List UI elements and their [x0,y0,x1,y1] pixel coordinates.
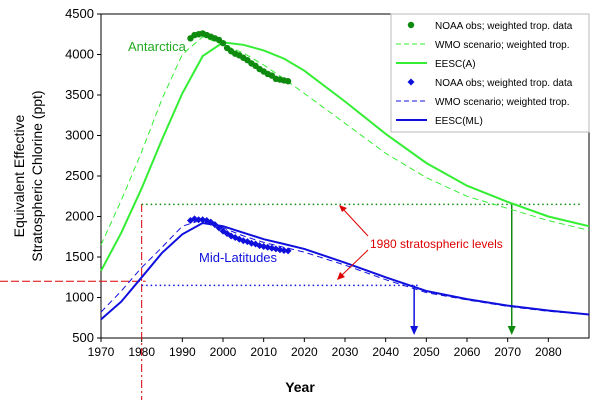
series-5-noaa-obs-weighted-trop-data-point-1994 [195,216,203,224]
y-tick-label-500: 500 [72,330,94,345]
series-0-eesc-a--line [100,41,590,272]
legend-item-1-label: WMO scenario; weighted trop. [435,40,570,51]
x-tick-label-2010: 2010 [250,345,277,359]
x-tick-label-1990: 1990 [169,345,196,359]
annotation-arrow-upper-head [339,205,347,212]
annotation-arrow-lower-shaft [340,249,369,277]
series-5-noaa-obs-weighted-trop-data-point-1999 [215,224,223,232]
axes-group: 500 1000 1500 2000 2500 3000 3500 4000 4500 1970 1… [11,6,590,395]
reference-lines-group [0,203,581,400]
y-tick-label-1000: 1000 [65,290,94,305]
x-tick-label-2060: 2060 [454,345,481,359]
x-axis-label: Year [285,379,315,395]
annotation-arrow-lower-head [337,272,345,280]
legend-group: NOAA obs; weighted trop. data WMO scenari… [390,13,590,133]
x-tick-label-2020: 2020 [291,345,318,359]
annotations-group: Antarctica Mid-Latitudes 1980 stratospheri… [128,39,503,280]
legend-item-4-label: WMO scenario; weighted trop. [435,97,570,108]
series-5-noaa-obs-weighted-trop-data-point-2015 [280,247,288,255]
series-3-eesc-ml--line [100,221,590,321]
annotation-antarctica: Antarctica [128,39,187,54]
y-tick-label-2000: 2000 [65,209,94,224]
x-tick-label-2030: 2030 [332,345,359,359]
legend-item-2-label: EESC(A) [435,59,476,70]
y-tick-label-1500: 1500 [65,249,94,264]
series-5-noaa-obs-weighted-trop-data-point-2016 [284,247,292,255]
series-2-noaa-obs-weighted-trop-data-point-2000 [219,39,227,47]
midlat-return-arrow-head [410,326,419,335]
annotation-arrow-upper-shaft [342,208,369,237]
x-tick-label-2050: 2050 [413,345,440,359]
legend-item-0-marker [407,21,415,29]
y-axis-label-line1: Equivalent Effective [11,114,27,237]
y-tick-label-2500: 2500 [65,168,94,183]
antarctic-return-arrow-head [507,326,516,335]
y-tick-label-4000: 4000 [65,47,94,62]
x-tick-label-2070: 2070 [494,345,521,359]
x-tick-label-2000: 2000 [210,345,237,359]
y-tick-label-3500: 3500 [65,87,94,102]
series-group [100,30,590,321]
series-1-wmo-scenario-weighted-trop--line [100,36,590,246]
x-tick-label-1970: 1970 [88,345,115,359]
series-5-noaa-obs-weighted-trop-data-point-1998 [211,221,219,229]
y-axis-label-line2: Stratospheric Chlorine (ppt) [29,90,45,261]
annotation-1980-levels: 1980 stratospheric levels [370,237,503,251]
legend-box [390,13,590,133]
annotation-midlatitudes: Mid-Latitudes [199,250,278,265]
y-tick-label-4500: 4500 [65,6,94,21]
legend-item-3-marker [407,78,415,86]
legend-item-5-label: EESC(ML) [435,116,483,127]
series-2-noaa-obs-weighted-trop-data-point-2016 [284,78,292,85]
legend-item-0-label: NOAA obs; weighted trop. data [435,21,573,32]
legend-item-3-label: NOAA obs; weighted trop. data [435,78,573,89]
series-4-wmo-scenario-weighted-trop--line [100,219,590,315]
x-tick-label-2080: 2080 [535,345,562,359]
x-tick-label-2040: 2040 [372,345,399,359]
y-tick-label-3000: 3000 [65,128,94,143]
